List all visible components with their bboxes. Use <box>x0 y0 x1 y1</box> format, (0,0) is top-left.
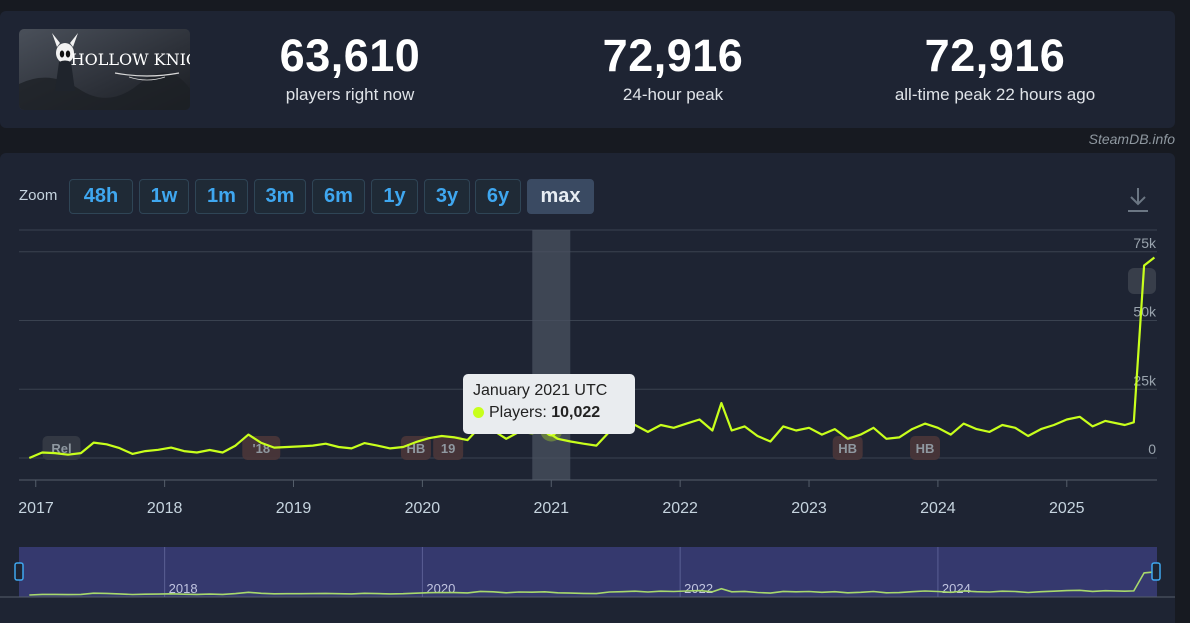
download-icon[interactable] <box>1126 186 1150 214</box>
navigator-tick-label: 2020 <box>426 581 455 596</box>
navigator-tick-label: 2022 <box>684 581 713 596</box>
chart-tooltip: January 2021 UTC Players: 10,022 <box>463 374 635 434</box>
y-tick-label: 0 <box>1148 441 1156 457</box>
stat-24h-peak: 72,916 24-hour peak <box>573 31 773 105</box>
all-time-peak-value: 72,916 <box>924 30 1066 81</box>
annotation-label: 19 <box>441 441 455 456</box>
zoom-button-6m[interactable]: 6m <box>312 179 365 214</box>
series-line <box>28 256 1156 460</box>
tooltip-row: Players: 10,022 <box>473 402 625 424</box>
navigator-series-line <box>29 571 1155 596</box>
zoom-button-max[interactable]: max <box>527 179 594 214</box>
x-tick-label: 2018 <box>147 500 183 517</box>
stat-players-now: 63,610 players right now <box>250 31 450 105</box>
x-tick-label: 2025 <box>1049 500 1085 517</box>
annotation-flag[interactable] <box>433 436 464 460</box>
series-dot-icon <box>473 407 484 418</box>
hover-band <box>532 230 571 480</box>
y-tick-label: 25k <box>1133 372 1157 388</box>
x-tick-label: 2021 <box>533 500 569 517</box>
annotation-flag[interactable] <box>400 436 431 460</box>
zoom-label: Zoom <box>19 187 58 204</box>
players-now-value: 63,610 <box>279 30 421 81</box>
annotation-label: HB <box>838 441 857 456</box>
zoom-button-1y[interactable]: 1y <box>371 179 418 214</box>
navigator-handle-left[interactable] <box>14 562 24 581</box>
zoom-button-48h[interactable]: 48h <box>69 179 133 214</box>
zoom-button-6y[interactable]: 6y <box>475 179 521 214</box>
hollow-knight-artwork: HOLLOW KNIGHT <box>19 29 190 110</box>
players-now-label: players right now <box>285 85 415 104</box>
annotation-flag[interactable] <box>242 436 281 460</box>
zoom-button-1w[interactable]: 1w <box>139 179 189 214</box>
x-tick-label: 2017 <box>18 500 54 517</box>
y-tick-label: 75k <box>1133 235 1157 251</box>
x-tick-label: 2019 <box>276 500 312 517</box>
tooltip-title: January 2021 UTC <box>473 382 608 399</box>
logo-title: HOLLOW KNIGHT <box>71 50 190 69</box>
game-logo[interactable]: HOLLOW KNIGHT <box>19 29 190 110</box>
x-tick-label: 2020 <box>405 500 441 517</box>
zoom-button-3m[interactable]: 3m <box>254 179 306 214</box>
navigator-tick-label: 2018 <box>169 581 198 596</box>
navigator-handle-right[interactable] <box>1151 562 1161 581</box>
x-tick-label: 2024 <box>920 500 956 517</box>
navigator-window[interactable] <box>19 547 1157 597</box>
peak-24h-value: 72,916 <box>602 30 744 81</box>
y-tick-label: 50k <box>1133 304 1157 320</box>
steamdb-credit[interactable]: SteamDB.info <box>1088 131 1175 147</box>
navigator-tick-label: 2024 <box>942 581 971 596</box>
annotation-label: HB <box>916 441 935 456</box>
tooltip-series-label: Players: <box>489 404 547 421</box>
tooltip-value: 10,022 <box>551 404 601 421</box>
zoom-button-3y[interactable]: 3y <box>424 179 470 214</box>
annotation-flag[interactable] <box>832 436 863 460</box>
peak-24h-label: 24-hour peak <box>622 85 724 104</box>
stat-all-time-peak: 72,916 all-time peak 22 hours ago <box>865 31 1125 105</box>
zoom-button-1m[interactable]: 1m <box>195 179 248 214</box>
x-tick-label: 2022 <box>662 500 698 517</box>
stats-card: HOLLOW KNIGHT 63,610 players right now 7… <box>0 11 1175 128</box>
x-tick-label: 2023 <box>791 500 827 517</box>
annotation-flag[interactable] <box>910 436 941 460</box>
all-time-peak-label: all-time peak 22 hours ago <box>894 85 1096 104</box>
